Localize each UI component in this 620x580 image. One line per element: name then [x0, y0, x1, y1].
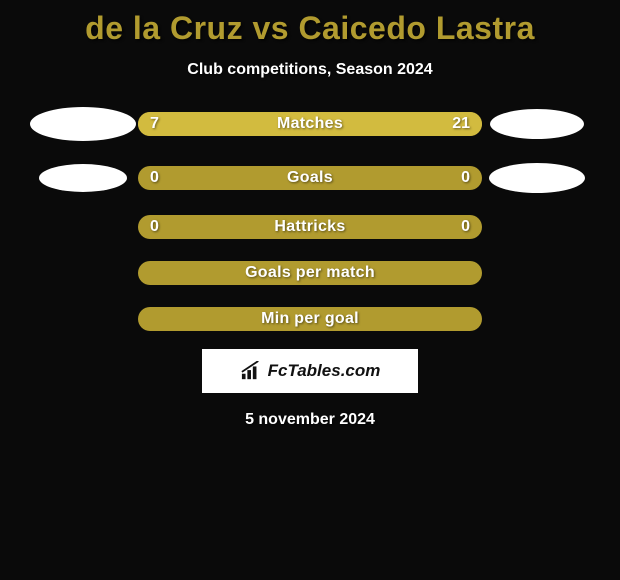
player-avatar-left — [30, 107, 136, 141]
source-logo: FcTables.com — [202, 349, 418, 393]
stat-label: Goals per match — [138, 264, 482, 282]
date-label: 5 november 2024 — [245, 411, 375, 429]
logo-text: FcTables.com — [268, 361, 381, 381]
stat-row-goals_per_match: Goals per match — [0, 261, 620, 285]
subtitle: Club competitions, Season 2024 — [187, 61, 432, 79]
avatar-slot-left — [28, 164, 138, 192]
player-avatar-right — [489, 163, 585, 193]
bar-chart-icon — [240, 361, 262, 381]
stat-row-matches: 721Matches — [0, 107, 620, 141]
player-avatar-left — [39, 164, 127, 192]
stat-label: Matches — [138, 115, 482, 133]
comparison-card: de la Cruz vs Caicedo Lastra Club compet… — [0, 0, 620, 580]
stat-label: Hattricks — [138, 218, 482, 236]
stat-bar-goals_per_match: Goals per match — [138, 261, 482, 285]
avatar-slot-left — [28, 107, 138, 141]
stat-label: Min per goal — [138, 310, 482, 328]
player-avatar-right — [490, 109, 584, 139]
avatar-slot-right — [482, 163, 592, 193]
stat-row-goals: 00Goals — [0, 163, 620, 193]
stat-bar-matches: 721Matches — [138, 112, 482, 136]
stats-list: 721Matches 00Goals 00Hattricks Goals per ma… — [0, 107, 620, 331]
stat-bar-goals: 00Goals — [138, 166, 482, 190]
avatar-slot-right — [482, 109, 592, 139]
stat-label: Goals — [138, 169, 482, 187]
stat-row-hattricks: 00Hattricks — [0, 215, 620, 239]
stat-row-min_per_goal: Min per goal — [0, 307, 620, 331]
page-title: de la Cruz vs Caicedo Lastra — [85, 10, 535, 47]
stat-bar-min_per_goal: Min per goal — [138, 307, 482, 331]
stat-bar-hattricks: 00Hattricks — [138, 215, 482, 239]
